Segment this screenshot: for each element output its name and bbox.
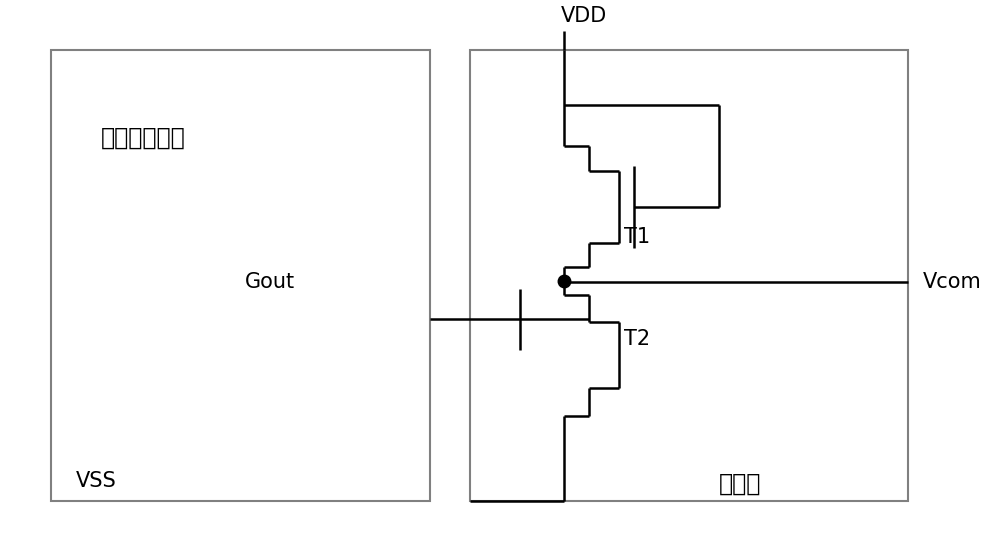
Text: Gout: Gout [245, 272, 295, 292]
Text: 反相器: 反相器 [719, 472, 761, 496]
Bar [470, 50, 908, 501]
Text: 栅极驱动单元: 栅极驱动单元 [101, 126, 186, 150]
Text: Vcom: Vcom [923, 272, 982, 292]
Text: VDD: VDD [561, 6, 608, 26]
Text: T2: T2 [624, 329, 650, 349]
Text: VSS: VSS [76, 471, 117, 491]
Bar [51, 50, 430, 501]
Text: T1: T1 [624, 227, 650, 247]
